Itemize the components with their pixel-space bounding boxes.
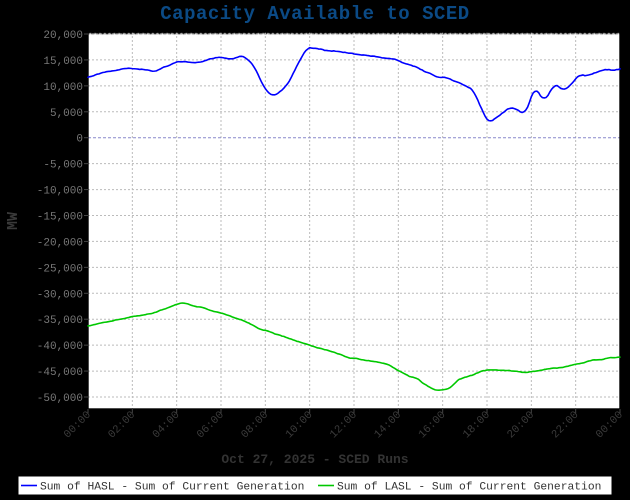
svg-text:15,000: 15,000 [43,56,83,68]
svg-text:0: 0 [76,134,83,146]
svg-text:-15,000: -15,000 [37,212,83,224]
svg-text:5,000: 5,000 [50,108,83,120]
svg-text:-25,000: -25,000 [37,263,83,275]
svg-text:-30,000: -30,000 [37,289,83,301]
svg-text:-50,000: -50,000 [37,393,83,405]
svg-text:Sum of HASL - Sum of Current G: Sum of HASL - Sum of Current Generation [40,482,304,494]
svg-text:-40,000: -40,000 [37,341,83,353]
svg-text:-45,000: -45,000 [37,367,83,379]
svg-text:Oct 27, 2025 - SCED Runs: Oct 27, 2025 - SCED Runs [221,452,408,467]
svg-text:20,000: 20,000 [43,30,83,42]
svg-text:MW: MW [5,212,22,230]
svg-text:-5,000: -5,000 [43,160,83,172]
svg-text:-20,000: -20,000 [37,237,83,249]
svg-text:Sum of LASL - Sum of Current G: Sum of LASL - Sum of Current Generation [337,482,601,494]
svg-text:-35,000: -35,000 [37,315,83,327]
svg-text:-10,000: -10,000 [37,186,83,198]
svg-text:10,000: 10,000 [43,82,83,94]
